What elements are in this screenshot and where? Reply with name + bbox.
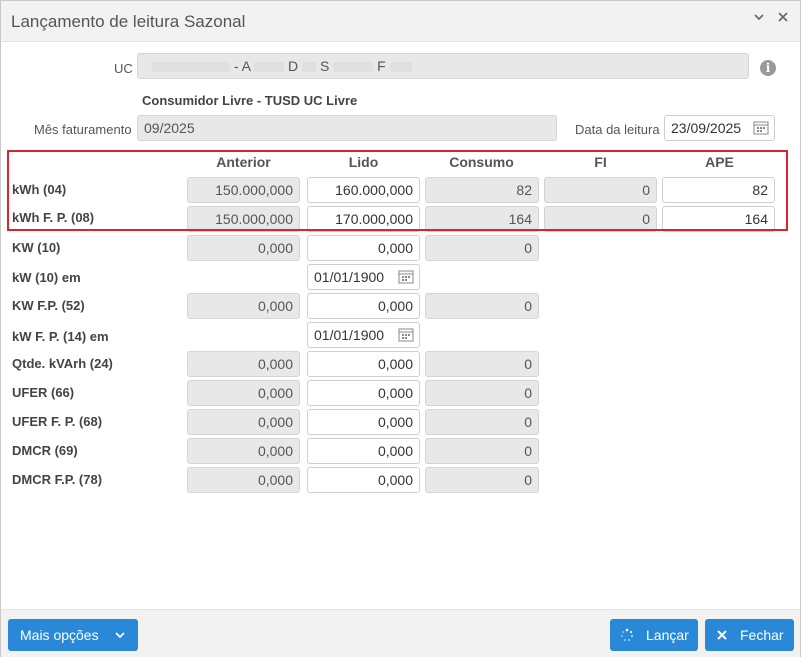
row-label: Qtde. kVArh (24) [12, 356, 113, 371]
column-header-fi: FI [594, 154, 607, 170]
consumo-field: 0 [425, 380, 539, 406]
anterior-field: 0,000 [187, 438, 300, 464]
date-value: 01/01/1900 [314, 327, 385, 343]
consumo-field: 0 [425, 351, 539, 377]
anterior-field: 0,000 [187, 467, 300, 493]
more-options-button[interactable]: Mais opções [8, 619, 138, 651]
consumo-field: 0 [425, 293, 539, 319]
lido-input[interactable]: 0,000 [307, 438, 420, 464]
calendar-icon[interactable] [398, 269, 414, 284]
row-label: UFER F. P. (68) [12, 414, 103, 429]
billing-month-label: Mês faturamento [34, 122, 132, 137]
more-options-label: Mais opções [20, 627, 99, 643]
anterior-field: 150.000,000 [187, 206, 300, 232]
info-icon[interactable]: i [760, 60, 776, 76]
uc-part: S [319, 58, 330, 74]
fi-field: 0 [544, 206, 657, 232]
lido-input[interactable]: 0,000 [307, 235, 420, 261]
ape-input[interactable]: 82 [662, 177, 775, 203]
calendar-icon[interactable] [753, 120, 769, 135]
date-input[interactable]: 01/01/1900 [307, 322, 420, 348]
anterior-field: 0,000 [187, 409, 300, 435]
row-label: DMCR (69) [12, 443, 78, 458]
calendar-icon[interactable] [398, 327, 414, 342]
close-icon [717, 630, 727, 640]
uc-label: UC [114, 61, 133, 76]
consumo-field: 0 [425, 235, 539, 261]
chevron-down-icon[interactable] [753, 10, 765, 28]
anterior-field: 0,000 [187, 351, 300, 377]
anterior-field: 150.000,000 [187, 177, 300, 203]
dialog-title: Lançamento de leitura Sazonal [11, 12, 246, 31]
anterior-field: 0,000 [187, 293, 300, 319]
uc-part: - A [233, 58, 251, 74]
close-label: Fechar [740, 627, 784, 643]
row-label: kWh (04) [12, 182, 67, 197]
lido-input[interactable]: 0,000 [307, 467, 420, 493]
reading-date-field[interactable]: 23/09/2025 [664, 115, 775, 141]
launch-button[interactable]: Lançar [610, 619, 698, 651]
chevron-down-icon [115, 632, 125, 639]
row-label: kW (10) em [12, 270, 81, 285]
consumo-field: 0 [425, 467, 539, 493]
date-input[interactable]: 01/01/1900 [307, 264, 420, 290]
billing-month-field: 09/2025 [137, 115, 557, 141]
row-label: KW (10) [12, 240, 61, 255]
consumo-field: 0 [425, 409, 539, 435]
uc-part: D [288, 58, 299, 74]
lido-input[interactable]: 0,000 [307, 293, 420, 319]
lido-input[interactable]: 0,000 [307, 351, 420, 377]
uc-field: - A D S F [137, 53, 749, 79]
lido-input[interactable]: 0,000 [307, 380, 420, 406]
consumer-type: Consumidor Livre - TUSD UC Livre [142, 93, 358, 108]
column-header-lido: Lido [348, 154, 379, 170]
row-label: DMCR F.P. (78) [12, 472, 103, 487]
column-header-consumo: Consumo [449, 154, 514, 170]
ape-input[interactable]: 164 [662, 206, 775, 232]
row-label: kWh F. P. (08) [12, 210, 95, 225]
row-label: KW F.P. (52) [12, 298, 85, 313]
reading-date-label: Data da leitura [575, 122, 660, 137]
row-label: kW F. P. (14) em [12, 329, 109, 344]
column-header-ape: APE [705, 154, 734, 170]
reading-date-value: 23/09/2025 [671, 120, 742, 136]
consumo-field: 0 [425, 438, 539, 464]
anterior-field: 0,000 [187, 380, 300, 406]
lido-input[interactable]: 160.000,000 [307, 177, 420, 203]
spinner-icon [621, 628, 633, 641]
dialog-footer: Mais opções Lançar Fechar [1, 609, 800, 657]
anterior-field: 0,000 [187, 235, 300, 261]
row-label: UFER (66) [12, 385, 75, 400]
close-button[interactable]: Fechar [705, 619, 794, 651]
consumo-field: 82 [425, 177, 539, 203]
date-value: 01/01/1900 [314, 269, 385, 285]
launch-label: Lançar [646, 627, 689, 643]
close-icon[interactable] [777, 10, 789, 28]
dialog-titlebar: Lançamento de leitura Sazonal [1, 1, 800, 42]
lido-input[interactable]: 0,000 [307, 409, 420, 435]
fi-field: 0 [544, 177, 657, 203]
uc-part: F [377, 58, 386, 74]
lido-input[interactable]: 170.000,000 [307, 206, 420, 232]
consumo-field: 164 [425, 206, 539, 232]
column-header-anterior: Anterior [216, 154, 271, 170]
